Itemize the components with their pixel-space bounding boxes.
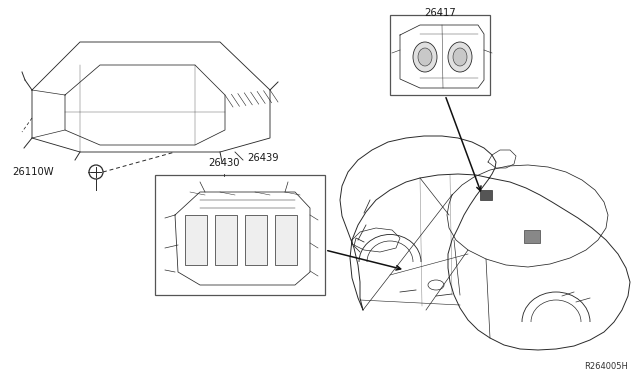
Bar <box>215 215 237 265</box>
Bar <box>524 230 540 243</box>
Bar <box>390 15 490 95</box>
Ellipse shape <box>418 48 432 66</box>
Text: R264005H: R264005H <box>584 362 628 371</box>
Ellipse shape <box>453 48 467 66</box>
Text: 26417: 26417 <box>424 8 456 18</box>
Bar <box>185 215 207 265</box>
Bar <box>275 215 297 265</box>
Text: 26110W: 26110W <box>12 167 54 177</box>
Bar <box>155 175 325 295</box>
Ellipse shape <box>413 42 437 72</box>
Ellipse shape <box>428 280 444 290</box>
Ellipse shape <box>448 42 472 72</box>
Text: 26430: 26430 <box>208 158 240 168</box>
Bar <box>245 215 267 265</box>
Text: 26439: 26439 <box>247 153 278 163</box>
Bar <box>480 190 492 200</box>
